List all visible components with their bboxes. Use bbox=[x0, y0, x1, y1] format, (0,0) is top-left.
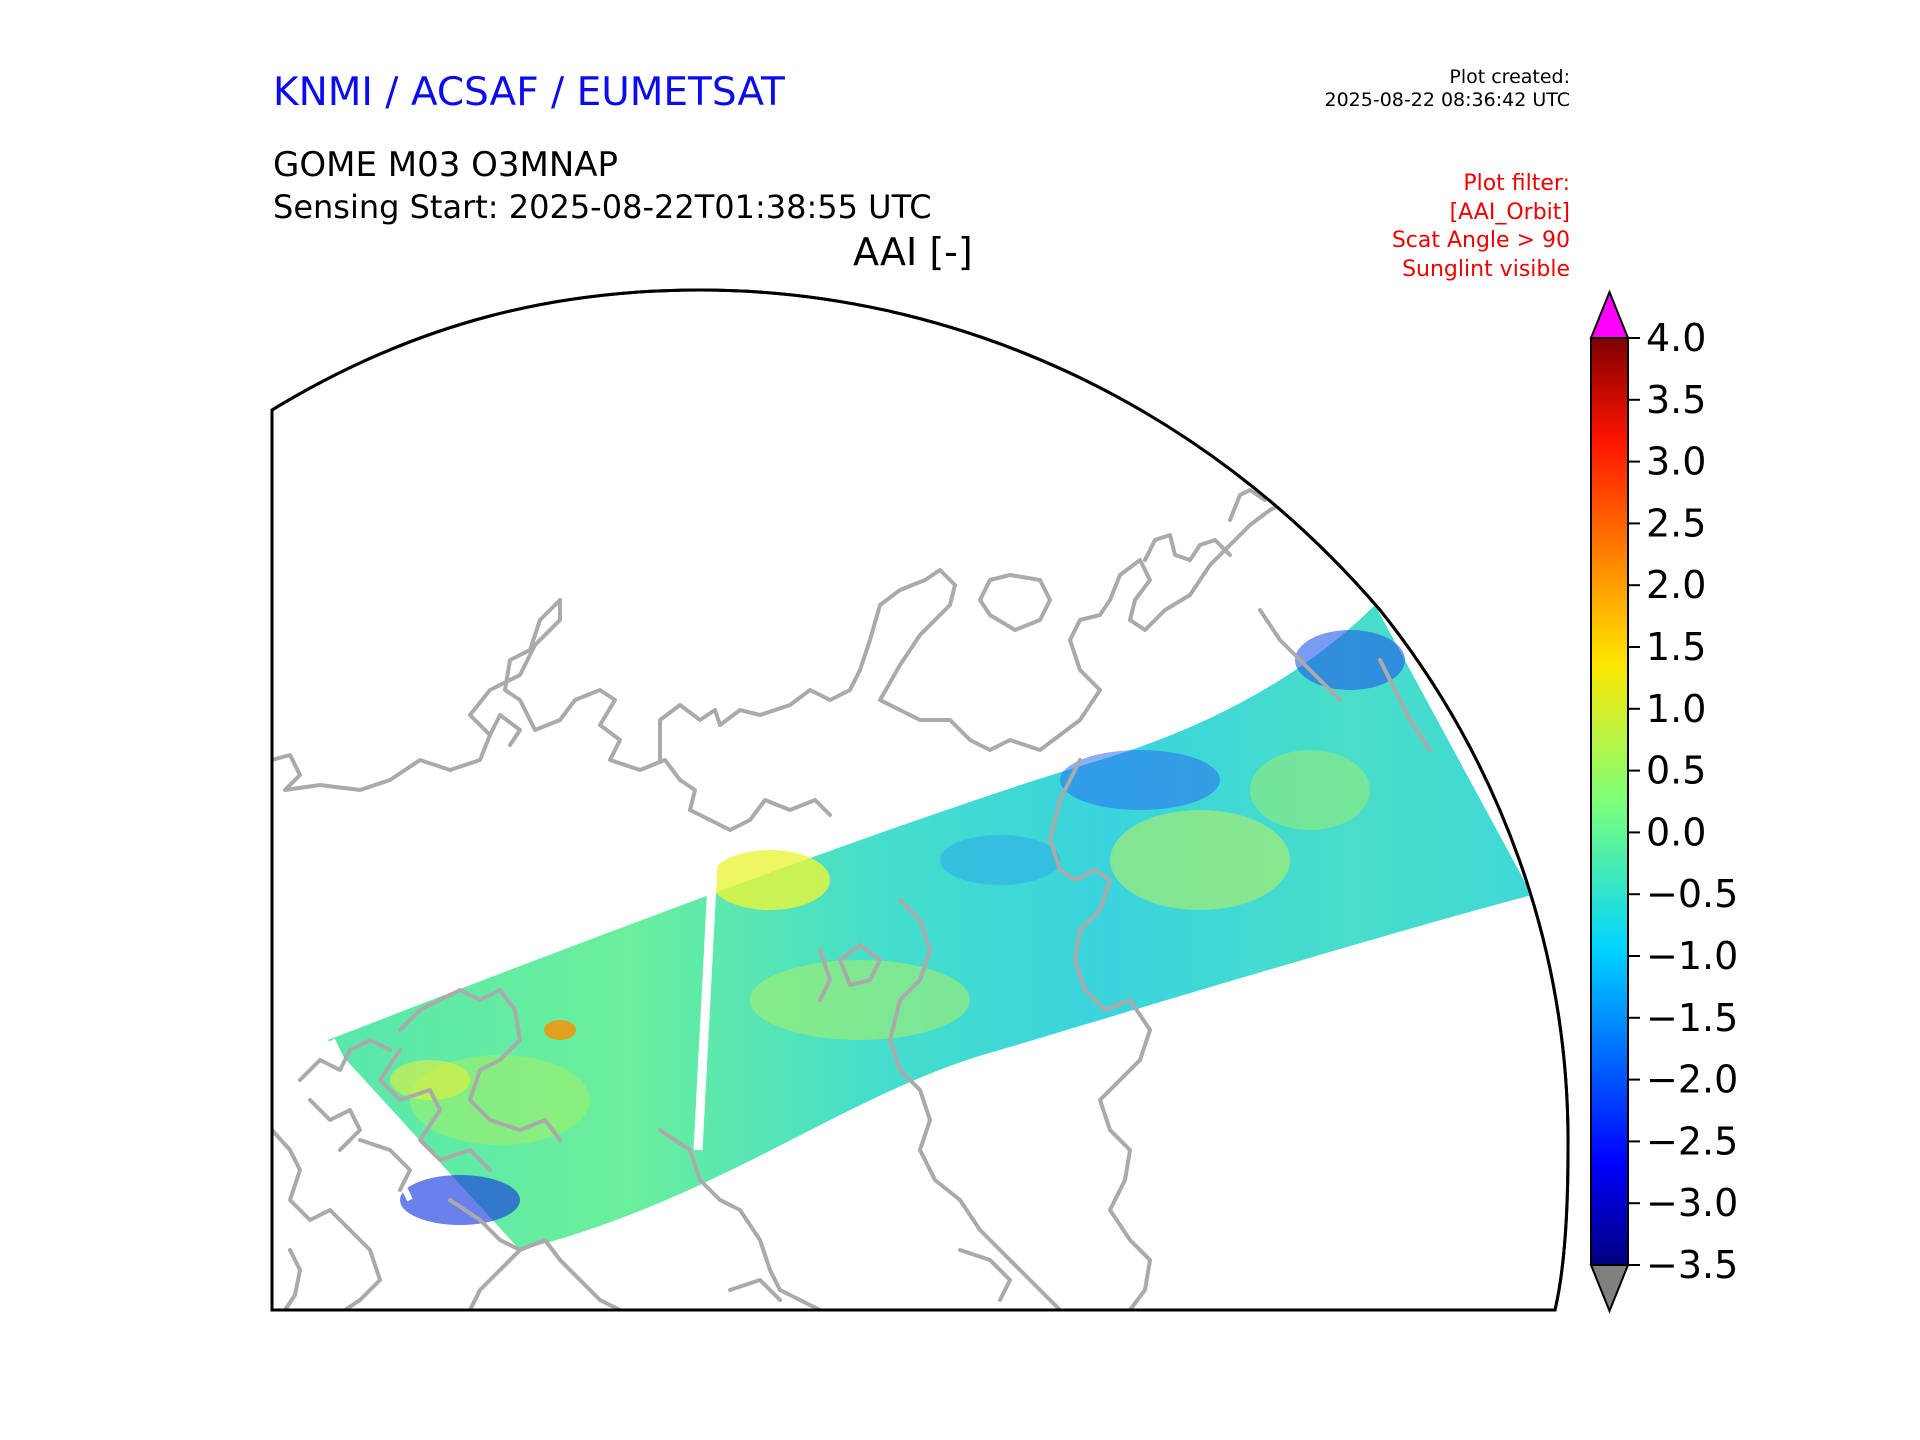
plot-filter-line: Sunglint visible bbox=[1402, 256, 1570, 282]
colorbar-extend-min bbox=[1589, 1264, 1630, 1314]
map-area bbox=[270, 288, 1570, 1312]
swath-anomaly-patches bbox=[390, 630, 1405, 1225]
colorbar-ticks: 4.0 3.5 3.0 2.5 2.0 1.5 1.0 0.5 0.0 −0.5 −1.0 −1.5 −… bbox=[1628, 316, 1738, 1287]
sensing-start: Sensing Start: 2025-08-22T01:38:55 UTC bbox=[273, 188, 932, 226]
colorbar-gradient bbox=[1591, 338, 1628, 1265]
plot-created-label: Plot created: bbox=[1449, 66, 1570, 88]
colorbar-tick-label: 3.0 bbox=[1646, 440, 1706, 484]
colorbar-tick-label: 0.5 bbox=[1646, 749, 1706, 793]
org-title: KNMI / ACSAF / EUMETSAT bbox=[273, 70, 785, 115]
variable-label: AAI [-] bbox=[853, 230, 973, 274]
colorbar-tick-label: −1.0 bbox=[1646, 934, 1738, 978]
product-title: GOME M03 O3MNAP bbox=[273, 145, 619, 185]
colorbar-tick-label: −2.0 bbox=[1646, 1058, 1738, 1102]
colorbar-tick-label: −3.0 bbox=[1646, 1181, 1738, 1225]
colorbar-tick-label: 3.5 bbox=[1646, 378, 1706, 422]
plot-filter-line: Scat Angle > 90 bbox=[1391, 228, 1570, 254]
map-frame bbox=[270, 288, 1570, 1312]
colorbar-tick-label: 1.5 bbox=[1646, 625, 1706, 669]
colorbar-tick-label: 0.0 bbox=[1646, 810, 1706, 854]
plot-filter-line: Plot filter: bbox=[1463, 171, 1570, 196]
colorbar-tick-label: 2.0 bbox=[1646, 563, 1706, 607]
swath-gap bbox=[329, 1038, 413, 1202]
colorbar-tick-label: 1.0 bbox=[1646, 687, 1706, 731]
colorbar-tick-label: −2.5 bbox=[1646, 1119, 1738, 1163]
colorbar-tick-label: −3.5 bbox=[1646, 1243, 1738, 1287]
swath-gap bbox=[693, 864, 718, 1151]
colorbar-tick-label: 4.0 bbox=[1646, 316, 1706, 360]
satellite-swath bbox=[328, 605, 1532, 1250]
colorbar-tick-label: −0.5 bbox=[1646, 872, 1738, 916]
plot-filter: Plot filter: [AAI_Orbit] Scat Angle > 90… bbox=[1392, 170, 1570, 284]
colorbar-tick-label: 2.5 bbox=[1646, 501, 1706, 545]
colorbar-extend-max bbox=[1589, 289, 1630, 339]
plot-created: Plot created: 2025-08-22 08:36:42 UTC bbox=[1325, 66, 1571, 112]
plot-created-time: 2025-08-22 08:36:42 UTC bbox=[1324, 88, 1571, 111]
colorbar-outline bbox=[1590, 337, 1629, 1266]
plot-filter-line: [AAI_Orbit] bbox=[1449, 199, 1570, 225]
colorbar-tick-label: −1.5 bbox=[1646, 996, 1738, 1040]
colorbar: 4.0 3.5 3.0 2.5 2.0 1.5 1.0 0.5 0.0 −0.5 −1.0 −1.5 −… bbox=[1589, 289, 1738, 1314]
